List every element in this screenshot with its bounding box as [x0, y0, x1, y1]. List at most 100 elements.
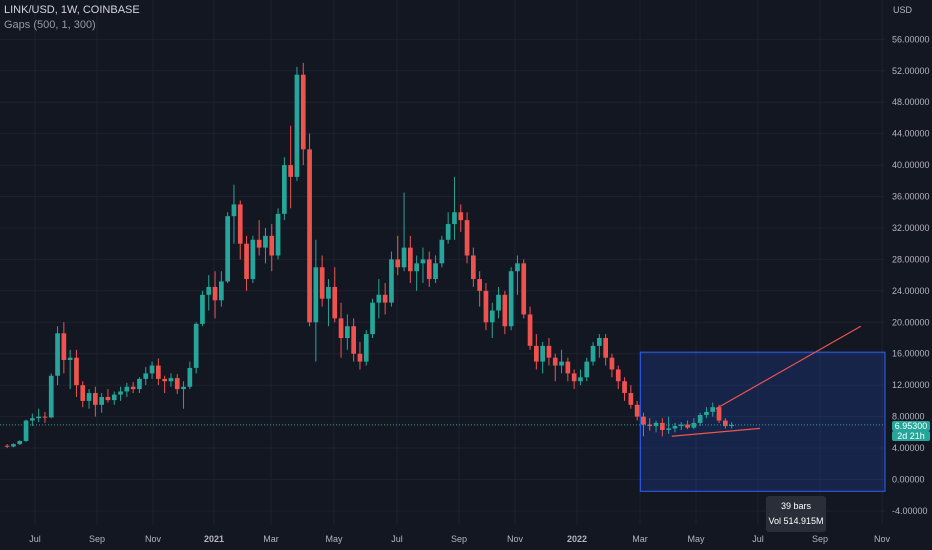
time-tick-label: Sep [451, 534, 467, 544]
range-measure-box [639, 351, 886, 492]
candle-body [11, 444, 16, 447]
range-bars-count: 39 bars [780, 501, 812, 511]
candle [389, 251, 394, 307]
candle [30, 413, 35, 427]
price-tick-label: 32.00000 [892, 223, 930, 233]
candle [641, 412, 646, 437]
candle-body [111, 394, 117, 401]
time-tick-label: Nov [145, 534, 162, 544]
candle-body [552, 357, 558, 366]
candle [48, 373, 54, 419]
drawing-overlays[interactable] [0, 325, 885, 437]
candle-body [351, 326, 356, 354]
candle-body [156, 365, 161, 379]
candle [206, 275, 212, 311]
candle [326, 279, 331, 327]
candle [414, 255, 419, 291]
candle-body [42, 416, 48, 418]
candle [527, 306, 533, 350]
candle-body [477, 279, 482, 291]
time-tick-label: Jul [29, 534, 41, 544]
candle [571, 369, 577, 390]
candle [288, 125, 293, 209]
range-tooltip: 39 bars Vol 514.915M [766, 496, 826, 532]
candle-body [275, 213, 281, 256]
candle-body [571, 373, 577, 382]
candle [162, 375, 167, 394]
candle-body [48, 375, 54, 418]
candle-body [269, 235, 275, 256]
candle-body [250, 239, 256, 280]
candle [477, 271, 482, 307]
candle-body [716, 407, 722, 421]
candle-body [313, 267, 319, 323]
candle [666, 416, 671, 434]
candle [55, 326, 60, 386]
candle [370, 298, 375, 339]
candle-body [685, 424, 690, 428]
candle [225, 212, 230, 283]
indicator-legend[interactable]: Gaps (500, 1, 300) [4, 19, 96, 31]
candle [546, 338, 552, 366]
candle [647, 418, 653, 431]
candle-body [231, 204, 237, 217]
candle [634, 400, 640, 421]
candle-body [143, 373, 149, 379]
candle [143, 367, 149, 386]
candle-body [17, 440, 23, 445]
candle-body [666, 428, 671, 430]
candle [729, 422, 734, 429]
time-tick-label: Mar [632, 534, 648, 544]
candle [61, 322, 67, 374]
time-axis[interactable]: Jul Sep Nov 2021 Mar May Jul Sep Nov 2022 Mar May Ju… [29, 534, 890, 544]
candle-body [697, 415, 703, 423]
candle-body [244, 243, 249, 280]
candle-body [609, 357, 615, 370]
time-tick-label: Jul [752, 534, 764, 544]
candle-body [515, 263, 520, 272]
candle [168, 373, 174, 387]
candle-body [326, 286, 331, 299]
candle [187, 361, 193, 390]
candle-body [357, 353, 363, 362]
price-tick-label: 28.00000 [892, 254, 930, 264]
candle [483, 283, 489, 331]
candle-body [256, 239, 262, 248]
candle [578, 369, 583, 386]
candle [294, 66, 300, 181]
candle [42, 411, 48, 423]
price-tick-label: 48.00000 [892, 97, 930, 107]
symbol-title[interactable]: LINK/USD, 1W, COINBASE [4, 4, 140, 16]
price-tick-label: 4.00000 [892, 443, 925, 453]
candle-body [471, 255, 476, 280]
candle [269, 224, 275, 272]
candle [395, 235, 401, 276]
range-box[interactable] [639, 351, 886, 492]
price-tick-label: 8.00000 [892, 412, 925, 422]
candle-body [628, 393, 634, 405]
candle [124, 382, 130, 397]
candle-body [212, 286, 218, 301]
candle [275, 208, 281, 260]
candle-body [225, 216, 230, 282]
candle [357, 341, 363, 370]
candle [376, 279, 382, 319]
candle-body [376, 294, 382, 303]
time-tick-label: May [687, 534, 705, 544]
candle-body [137, 378, 142, 390]
candle-body [363, 334, 369, 362]
candle [111, 391, 117, 405]
candle [426, 251, 432, 287]
candle [433, 255, 438, 283]
candle [597, 334, 602, 358]
candle [319, 255, 325, 307]
candle [313, 239, 319, 362]
price-axis[interactable]: USD 56.00000 52.00000 48.00000 44.00000 40.00… [892, 5, 930, 516]
candle-body [300, 74, 306, 150]
candle-body [105, 396, 111, 401]
candle [282, 157, 287, 221]
price-tick-label: 16.00000 [892, 349, 930, 359]
candle [345, 314, 350, 350]
candle-body [80, 385, 86, 401]
